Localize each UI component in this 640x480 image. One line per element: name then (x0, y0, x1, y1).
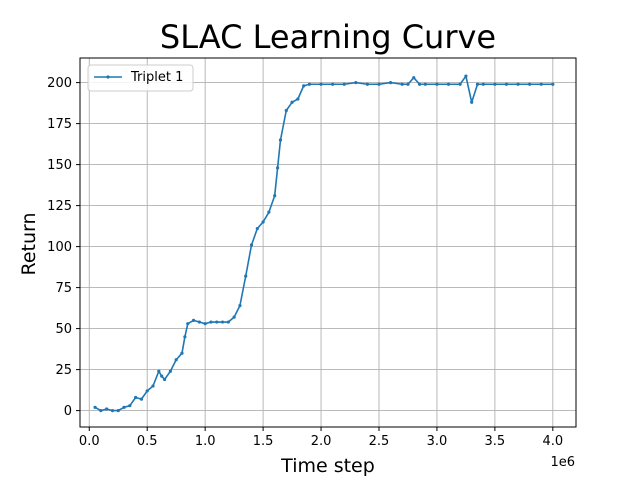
data-point (446, 82, 451, 86)
data-point (435, 82, 439, 86)
x-tick-label: 4.0 (542, 434, 563, 449)
data-point (290, 100, 294, 104)
data-point (406, 82, 410, 86)
data-point (232, 315, 236, 319)
data-point (412, 76, 416, 80)
y-tick-label: 75 (55, 281, 72, 296)
data-point (331, 82, 335, 86)
y-axis-label: Return (18, 212, 40, 275)
x-tick-label: 1.0 (195, 434, 216, 449)
x-tick-label: 1.5 (253, 434, 274, 449)
data-point (302, 84, 306, 88)
legend-label: Triplet 1 (130, 70, 183, 85)
x-tick-label: 2.0 (311, 434, 332, 449)
data-point (99, 409, 103, 413)
grid-layer (80, 58, 576, 427)
data-point (209, 320, 213, 324)
data-point (134, 395, 138, 400)
data-point (377, 82, 381, 86)
data-point (551, 82, 555, 86)
series-layer (93, 74, 555, 413)
data-point (365, 82, 370, 86)
data-point (319, 82, 323, 86)
y-tick-label: 100 (47, 240, 72, 255)
data-point (255, 226, 259, 231)
data-point (481, 82, 485, 86)
x-tick-label: 0.5 (137, 434, 158, 449)
data-point (284, 108, 288, 113)
y-tick-label: 0 (64, 404, 72, 419)
x-axis-label: Time step (280, 455, 375, 477)
data-point (160, 374, 164, 378)
data-point (145, 389, 149, 393)
plot-frame (79, 57, 577, 428)
y-tick-label: 150 (47, 158, 72, 173)
data-point (174, 358, 178, 362)
data-point (278, 138, 283, 142)
x-tick-label: 3.0 (427, 434, 448, 449)
legend-swatch-marker (106, 75, 110, 79)
data-point (417, 82, 422, 86)
legend-box (87, 64, 194, 92)
data-point (342, 82, 346, 86)
y-tick-label: 50 (55, 322, 72, 337)
data-point (105, 407, 109, 411)
data-point (180, 351, 184, 355)
y-tick-label: 175 (47, 117, 72, 132)
y-tick-label: 125 (47, 199, 72, 214)
chart-title: SLAC Learning Curve (160, 18, 496, 56)
data-point (307, 82, 312, 86)
data-point (139, 397, 144, 401)
data-point (354, 81, 358, 85)
data-point (267, 210, 271, 214)
data-point (191, 318, 196, 322)
data-point (296, 97, 300, 101)
data-point (110, 409, 115, 413)
y-axis-ticks: 0 25 50 75 100 125 150 175 200 (47, 76, 80, 419)
data-point (539, 82, 543, 86)
data-point (197, 320, 201, 324)
data-point (249, 243, 254, 247)
x-tick-label: 2.5 (369, 434, 390, 449)
x-tick-label: 3.5 (485, 434, 506, 449)
data-point (116, 409, 120, 413)
y-tick-label: 25 (55, 363, 72, 378)
data-point (128, 404, 132, 408)
data-point (504, 82, 509, 86)
data-point (528, 82, 532, 86)
data-point (203, 322, 207, 326)
y-tick-label: 200 (47, 76, 72, 91)
legend: Triplet 1 (87, 64, 194, 92)
data-point (493, 82, 497, 86)
data-point (261, 220, 265, 224)
data-point (475, 82, 480, 86)
data-point (275, 166, 280, 170)
data-point (238, 304, 242, 308)
x-axis-offset-label: 1e6 (550, 455, 575, 470)
data-point (122, 405, 126, 409)
data-point (183, 335, 187, 339)
x-axis-ticks: 0.0 0.5 1.0 1.5 2.0 2.5 3.0 3.5 4.0 (79, 427, 563, 449)
data-point (273, 194, 277, 198)
data-point (162, 377, 167, 382)
data-point (215, 320, 219, 324)
data-point (388, 81, 393, 85)
data-point (151, 384, 155, 388)
data-point (423, 82, 427, 86)
data-point (186, 322, 190, 326)
data-point (458, 82, 462, 86)
data-point (244, 274, 248, 278)
data-point (157, 369, 161, 373)
data-point (220, 320, 225, 324)
data-point (464, 74, 468, 78)
data-point (400, 82, 404, 86)
data-point (470, 100, 474, 104)
data-point (168, 369, 172, 373)
x-tick-label: 0.0 (79, 434, 100, 449)
data-point (226, 320, 230, 324)
series-line (94, 75, 553, 412)
data-point (516, 82, 520, 86)
data-point (93, 405, 97, 409)
